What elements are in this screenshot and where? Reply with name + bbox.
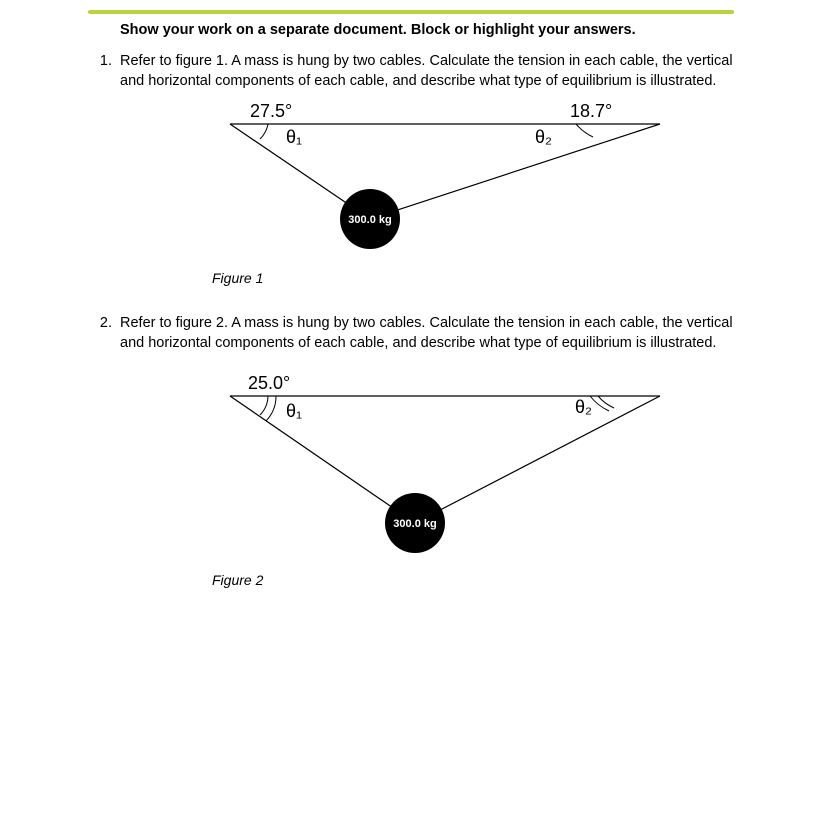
angle-arc-left xyxy=(260,124,268,139)
angle-left-label: 27.5° xyxy=(250,101,292,121)
angle-left-label: 25.0° xyxy=(248,373,290,393)
theta1-label: θ₁ xyxy=(286,401,302,421)
figure-2-block: 300.0 kg 25.0° θ₁ θ₂ Figure 2 xyxy=(120,373,734,588)
cable-right xyxy=(415,396,660,523)
spacer xyxy=(88,286,734,314)
angle-arc-left-a xyxy=(260,396,268,415)
question-number: 2. xyxy=(88,314,120,353)
instruction-text: Show your work on a separate document. B… xyxy=(120,22,734,38)
theta1-label: θ₁ xyxy=(286,127,302,147)
mass-label: 300.0 kg xyxy=(348,214,391,226)
angle-right-label: 18.7° xyxy=(570,101,612,121)
figure-1-block: 300.0 kg 27.5° 18.7° θ₁ θ₂ Figure 1 xyxy=(120,101,734,286)
figure-1-caption: Figure 1 xyxy=(212,270,734,286)
question-2: 2. Refer to figure 2. A mass is hung by … xyxy=(88,314,734,353)
figure-2-svg: 300.0 kg 25.0° θ₁ θ₂ xyxy=(120,373,700,563)
angle-arc-right xyxy=(576,124,593,137)
figure-1-svg: 300.0 kg 27.5° 18.7° θ₁ θ₂ xyxy=(120,101,700,261)
question-1: 1. Refer to figure 1. A mass is hung by … xyxy=(88,52,734,91)
figure-2-caption: Figure 2 xyxy=(212,572,734,588)
question-text: Refer to figure 2. A mass is hung by two… xyxy=(120,314,734,353)
cable-right xyxy=(370,124,660,219)
mass-label: 300.0 kg xyxy=(393,518,436,530)
cable-left xyxy=(230,396,415,523)
question-number: 1. xyxy=(88,52,120,91)
theta2-label: θ₂ xyxy=(575,397,592,417)
question-text: Refer to figure 1. A mass is hung by two… xyxy=(120,52,734,91)
theta2-label: θ₂ xyxy=(535,127,552,147)
top-horizontal-rule xyxy=(88,10,734,14)
document-page: Show your work on a separate document. B… xyxy=(0,0,822,830)
